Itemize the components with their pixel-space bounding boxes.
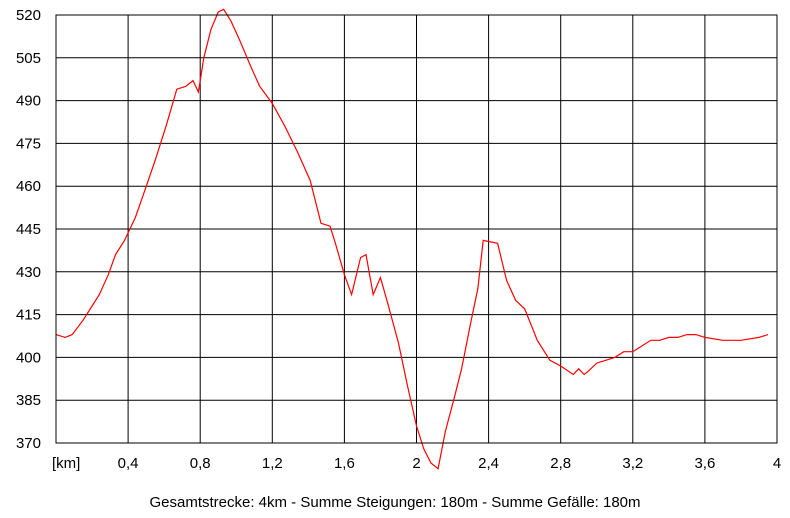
y-tick-label: 370	[16, 435, 41, 452]
x-tick-label: 3,2	[622, 455, 643, 472]
x-tick-label: 0,4	[118, 455, 139, 472]
y-tick-label: 460	[16, 178, 41, 195]
x-tick-label: 0,8	[190, 455, 211, 472]
y-tick-label: 445	[16, 221, 41, 238]
x-tick-label: 1,2	[262, 455, 283, 472]
series-layer	[55, 8, 769, 470]
plot-frame	[55, 14, 778, 444]
y-tick-label: 430	[16, 264, 41, 281]
y-tick-label: 490	[16, 93, 41, 110]
x-tick-label: 2,8	[550, 455, 571, 472]
y-tick-label: 520	[16, 7, 41, 24]
elevation-line	[55, 8, 769, 470]
x-tick-label: 1,6	[334, 455, 355, 472]
x-tick-label: 3,6	[694, 455, 715, 472]
y-tick-label: 400	[16, 349, 41, 366]
y-axis-ticks: 370 385 400 415 430 445 460 475 490 505 520	[16, 7, 41, 452]
route-summary: Gesamtstrecke: 4km - Summe Steigungen: 1…	[149, 494, 641, 511]
x-axis-ticks: 0,4 0,8 1,2 1,6 2 2,4 2,8 3,2 3,6 4	[118, 455, 782, 472]
y-tick-label: 475	[16, 135, 41, 152]
x-tick-label: 2	[412, 455, 420, 472]
y-tick-label: 385	[16, 392, 41, 409]
x-axis-label: [km]	[52, 455, 80, 472]
x-tick-label: 4	[773, 455, 781, 472]
grid-lines	[56, 14, 778, 444]
y-tick-label: 505	[16, 50, 41, 67]
x-tick-label: 2,4	[478, 455, 499, 472]
y-tick-label: 415	[16, 307, 41, 324]
